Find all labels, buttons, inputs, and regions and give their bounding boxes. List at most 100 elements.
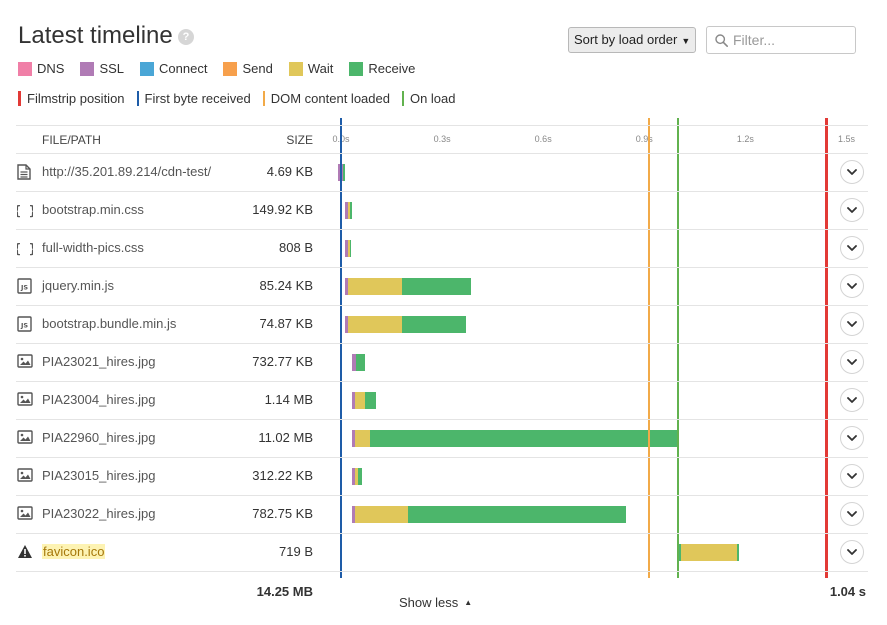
marker-line-first-byte-received	[340, 118, 342, 578]
sort-dropdown-label: Sort by load order	[574, 32, 678, 47]
row-divider	[16, 495, 868, 496]
row-file-path: PIA23022_hires.jpg	[42, 506, 156, 521]
phase-legend: DNS SSL Connect Send Wait Receive	[18, 61, 431, 76]
row-expand-button[interactable]	[840, 388, 864, 412]
row-size: 719 B	[279, 544, 313, 559]
legend-label: DNS	[37, 61, 65, 76]
row-expand-button[interactable]	[840, 312, 864, 336]
document-icon	[17, 164, 33, 180]
row-expand-button[interactable]	[840, 540, 864, 564]
row-file-path: http://35.201.89.214/cdn-test/	[42, 164, 212, 179]
filter-input[interactable]	[733, 30, 851, 50]
page-title: Latest timeline	[18, 22, 173, 49]
show-less-button[interactable]: Show less ▲	[399, 595, 472, 610]
legend-marker-line	[401, 91, 404, 106]
legend-label: First byte received	[144, 91, 251, 106]
legend-item-first-byte-received: First byte received	[136, 91, 251, 106]
chevron-down-icon	[847, 245, 857, 251]
marker-line-on-load	[677, 118, 679, 578]
timing-bar-ssl	[345, 201, 348, 219]
js-file-icon: JS	[17, 316, 33, 332]
row-file-path: favicon.ico	[42, 544, 106, 559]
chevron-down-icon	[847, 397, 857, 403]
chevron-down-icon	[847, 321, 857, 327]
legend-swatch	[18, 61, 32, 76]
row-file-path: PIA23021_hires.jpg	[42, 354, 156, 369]
chevron-down-icon	[847, 359, 857, 365]
timing-bar-receive	[349, 239, 352, 257]
timing-bar-wait	[681, 543, 737, 561]
timing-bar-receive	[369, 429, 678, 447]
row-expand-button[interactable]	[840, 236, 864, 260]
row-size: 85.24 KB	[259, 278, 314, 293]
row-file-path: full-width-pics.css	[42, 240, 144, 255]
timing-bar-ssl	[352, 467, 356, 485]
image-file-icon	[17, 354, 33, 370]
legend-item-ssl: SSL	[80, 61, 124, 76]
svg-text:JS: JS	[20, 284, 28, 292]
filter-field[interactable]	[706, 26, 856, 54]
row-divider	[16, 153, 868, 154]
row-expand-button[interactable]	[840, 350, 864, 374]
row-size: 4.69 KB	[266, 164, 313, 179]
timing-bar-receive	[356, 353, 365, 371]
legend-label: Wait	[307, 61, 334, 76]
legend-swatch	[80, 61, 95, 76]
timing-bar-ssl	[345, 277, 349, 295]
legend-label: SSL	[99, 61, 125, 76]
svg-text:JS: JS	[20, 322, 28, 330]
row-divider	[16, 381, 868, 382]
timeline-tick: 1.2s	[736, 134, 754, 144]
row-expand-button[interactable]	[840, 502, 864, 526]
timing-bar-wait	[347, 239, 350, 257]
question-circle-icon[interactable]: ?	[178, 29, 194, 45]
legend-label: Send	[242, 61, 273, 76]
legend-item-filmstrip-position: Filmstrip position	[18, 91, 125, 106]
timing-bar-wait	[347, 201, 351, 219]
legend-item-connect: Connect	[140, 61, 207, 76]
image-file-icon	[17, 506, 33, 522]
image-file-icon	[17, 392, 33, 408]
legend-item-receive: Receive	[349, 61, 415, 76]
row-divider	[16, 419, 868, 420]
row-size: 1.14 MB	[264, 392, 313, 407]
row-size: 149.92 KB	[252, 202, 313, 217]
timeline-tick: 0.9s	[635, 134, 653, 144]
column-header-path[interactable]: FILE/PATH	[42, 133, 101, 147]
timing-bar-wait	[355, 391, 366, 409]
marker-line-filmstrip-position	[824, 118, 828, 578]
legend-item-send: Send	[223, 61, 273, 76]
legend-marker-line	[136, 91, 139, 106]
row-file-path: PIA22960_hires.jpg	[42, 430, 156, 445]
timing-bar-wait	[355, 429, 370, 447]
row-expand-button[interactable]	[840, 160, 864, 184]
legend-label: Connect	[159, 61, 208, 76]
row-expand-button[interactable]	[840, 198, 864, 222]
sort-dropdown[interactable]: Sort by load order ▼	[568, 27, 696, 53]
row-divider	[16, 305, 868, 306]
total-time: 1.04 s	[829, 584, 866, 599]
show-less-label: Show less	[399, 595, 459, 610]
column-header-size[interactable]: SIZE	[286, 133, 313, 147]
row-file-path: PIA23015_hires.jpg	[42, 468, 156, 483]
legend-label: DOM content loaded	[270, 91, 390, 106]
row-divider	[16, 533, 868, 534]
legend-swatch	[223, 61, 238, 76]
row-expand-button[interactable]	[840, 426, 864, 450]
timing-bar-receive	[357, 467, 363, 485]
total-size: 14.25 MB	[256, 584, 313, 599]
legend-swatch	[349, 61, 364, 76]
row-divider	[16, 571, 868, 572]
timing-bar-receive	[365, 391, 376, 409]
timing-bar-receive	[736, 543, 739, 561]
timing-bar-receive	[678, 543, 682, 561]
timing-bar-wait	[348, 315, 402, 333]
chevron-down-icon	[847, 549, 857, 555]
row-file-path: bootstrap.bundle.min.js	[42, 316, 177, 331]
svg-text:{ }: { }	[17, 242, 33, 256]
row-expand-button[interactable]	[840, 274, 864, 298]
timing-bar-ssl	[352, 429, 356, 447]
timing-bar-receive	[350, 201, 353, 219]
row-expand-button[interactable]	[840, 464, 864, 488]
timing-bar-ssl	[352, 391, 356, 409]
